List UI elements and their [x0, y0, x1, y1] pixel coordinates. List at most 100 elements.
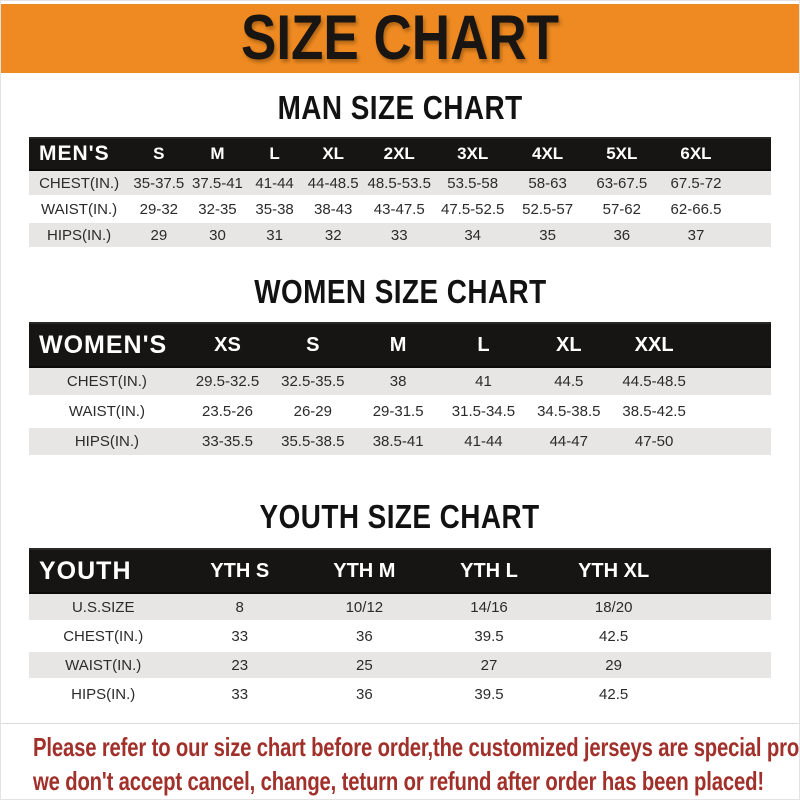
size-value-cell: 33: [363, 222, 435, 249]
size-value-cell: 23.5-26: [184, 396, 271, 428]
table-row: WAIST(IN.) 29-32 32-35 35-38 38-43 43-47.5 47.…: [29, 196, 771, 223]
section-title: YOUTH SIZE CHART: [1, 497, 799, 536]
footer-notice: Please refer to our size chart before or…: [1, 723, 799, 799]
section-title: MAN SIZE CHART: [1, 88, 799, 127]
section-title: WOMEN SIZE CHART: [1, 272, 799, 311]
size-value-cell: 33-35.5: [184, 426, 271, 458]
notice-line-2-text: we don't accept cancel, change, teturn o…: [33, 766, 764, 796]
table-header-row: WOMEN'S XS S M L XL XXL: [29, 322, 771, 368]
size-column-header: XL: [526, 322, 612, 368]
size-column-header: YTH S: [177, 548, 303, 594]
size-column-header: L: [440, 322, 527, 368]
section-youth: YOUTH SIZE CHART YOUTH YTH S YTH M YTH L YTH …: [1, 497, 799, 710]
size-value-cell: 38-43: [302, 196, 364, 223]
men-size-table: MEN'S S M L XL 2XL 3XL 4XL 5XL 6XL CHEST(IN.) 35-37…: [29, 137, 771, 249]
spacer-cell: [675, 679, 771, 710]
notice-line-1: Please refer to our size chart before or…: [33, 730, 799, 764]
size-column-header: M: [188, 137, 247, 171]
section-title-text: WOMEN SIZE CHART: [253, 272, 547, 311]
size-value-cell: 36: [584, 222, 659, 249]
size-value-cell: 32-35: [188, 196, 247, 223]
table-row: HIPS(IN.) 29 30 31 32 33 34 35 36 37: [29, 222, 771, 249]
table-row: CHEST(IN.) 29.5-32.5 32.5-35.5 38 41 44.5 44.5…: [29, 367, 771, 398]
spacer-cell: [675, 593, 771, 623]
spacer-cell: [696, 322, 771, 368]
size-value-cell: 33: [177, 621, 303, 652]
size-column-header: 4XL: [510, 137, 585, 171]
sections-container: MAN SIZE CHART MEN'S S M L XL 2XL 3XL 4XL 5XL 6XL C…: [1, 88, 799, 710]
size-value-cell: 47-50: [611, 426, 697, 458]
size-column-header: S: [270, 322, 356, 368]
size-value-cell: 53.5-58: [434, 170, 511, 197]
size-value-cell: 58-63: [510, 170, 585, 197]
table-row: HIPS(IN.) 33 36 39.5 42.5: [29, 679, 771, 710]
size-value-cell: 10/12: [302, 593, 427, 623]
spacer-cell: [733, 170, 771, 197]
size-value-cell: 34.5-38.5: [526, 396, 612, 428]
section-women: WOMEN SIZE CHART WOMEN'S XS S M L XL XXL CHEST(I…: [1, 272, 799, 458]
size-value-cell: 42.5: [551, 679, 676, 710]
section-title-text: YOUTH SIZE CHART: [259, 497, 541, 536]
size-value-cell: 43-47.5: [363, 196, 435, 223]
size-value-cell: 26-29: [270, 396, 356, 428]
table-row: CHEST(IN.) 35-37.5 37.5-41 41-44 44-48.5 48.5…: [29, 170, 771, 197]
size-value-cell: 31.5-34.5: [440, 396, 527, 428]
row-label: CHEST(IN.): [29, 367, 185, 398]
spacer-cell: [675, 548, 771, 594]
banner: SIZE CHART: [1, 4, 799, 73]
size-value-cell: 35-37.5: [129, 170, 189, 197]
size-column-header: 6XL: [658, 137, 734, 171]
size-value-cell: 31: [246, 222, 303, 249]
size-value-cell: 18/20: [551, 593, 676, 623]
youth-size-table: YOUTH YTH S YTH M YTH L YTH XL U.S.SIZE 8 10/12…: [29, 548, 771, 710]
size-value-cell: 36: [302, 621, 427, 652]
table-row: WAIST(IN.) 23.5-26 26-29 29-31.5 31.5-34.5 34…: [29, 396, 771, 428]
row-label: HIPS(IN.): [29, 679, 178, 710]
women-size-table: WOMEN'S XS S M L XL XXL CHEST(IN.) 29.5-32.5 32.5…: [29, 322, 771, 458]
size-value-cell: 29: [551, 650, 676, 681]
size-value-cell: 38.5-41: [355, 426, 441, 458]
size-value-cell: 37: [658, 222, 734, 249]
size-value-cell: 33: [177, 679, 303, 710]
size-value-cell: 62-66.5: [658, 196, 734, 223]
table-header-label: MEN'S: [29, 137, 130, 171]
spacer-cell: [733, 196, 771, 223]
section-title-text: MAN SIZE CHART: [277, 88, 523, 127]
table-header-label: YOUTH: [29, 548, 178, 594]
size-value-cell: 35.5-38.5: [270, 426, 356, 458]
size-value-cell: 44-47: [526, 426, 612, 458]
size-value-cell: 44.5-48.5: [611, 367, 697, 398]
table-row: HIPS(IN.) 33-35.5 35.5-38.5 38.5-41 41-44 44-…: [29, 426, 771, 458]
size-column-header: L: [246, 137, 303, 171]
size-value-cell: 37.5-41: [188, 170, 247, 197]
spacer-cell: [696, 426, 771, 458]
size-value-cell: 67.5-72: [658, 170, 734, 197]
size-value-cell: 42.5: [551, 621, 676, 652]
size-column-header: XL: [302, 137, 364, 171]
size-value-cell: 41-44: [440, 426, 527, 458]
size-value-cell: 57-62: [584, 196, 659, 223]
notice-line-1-text: Please refer to our size chart before or…: [33, 732, 800, 762]
size-value-cell: 23: [177, 650, 303, 681]
row-label: WAIST(IN.): [29, 196, 130, 223]
size-value-cell: 41-44: [246, 170, 303, 197]
table-header-row: YOUTH YTH S YTH M YTH L YTH XL: [29, 548, 771, 594]
size-value-cell: 44.5: [526, 367, 612, 398]
row-label: WAIST(IN.): [29, 396, 185, 428]
size-column-header: YTH L: [426, 548, 552, 594]
size-column-header: 5XL: [584, 137, 659, 171]
row-label: U.S.SIZE: [29, 593, 178, 623]
size-value-cell: 47.5-52.5: [434, 196, 511, 223]
size-value-cell: 41: [440, 367, 527, 398]
size-value-cell: 44-48.5: [302, 170, 364, 197]
size-value-cell: 34: [434, 222, 511, 249]
size-column-header: XXL: [611, 322, 697, 368]
section-men: MAN SIZE CHART MEN'S S M L XL 2XL 3XL 4XL 5XL 6XL C…: [1, 88, 799, 249]
notice-line-2: we don't accept cancel, change, teturn o…: [33, 764, 799, 798]
table-row: CHEST(IN.) 33 36 39.5 42.5: [29, 621, 771, 652]
size-value-cell: 29: [129, 222, 189, 249]
row-label: CHEST(IN.): [29, 170, 130, 197]
size-value-cell: 39.5: [426, 679, 552, 710]
size-column-header: XS: [184, 322, 271, 368]
